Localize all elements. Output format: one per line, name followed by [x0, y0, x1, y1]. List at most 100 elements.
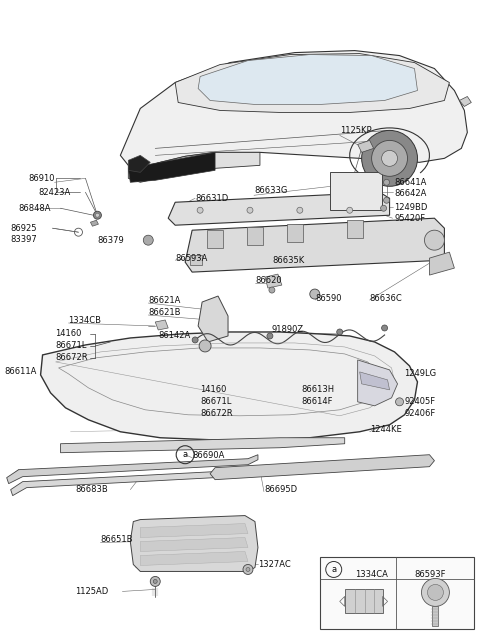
- Bar: [247, 227, 263, 245]
- Polygon shape: [128, 153, 260, 182]
- Polygon shape: [459, 97, 471, 106]
- Circle shape: [243, 565, 253, 574]
- Text: 86636C: 86636C: [370, 294, 402, 303]
- Text: 86641A: 86641A: [395, 178, 427, 187]
- Bar: [347, 221, 363, 238]
- Bar: [432, 606, 438, 626]
- Text: a: a: [331, 565, 336, 574]
- Text: 86631D: 86631D: [195, 194, 228, 203]
- Text: 86672R: 86672R: [56, 353, 88, 362]
- Text: 86613H: 86613H: [302, 385, 335, 394]
- Text: 1334CA: 1334CA: [355, 570, 387, 579]
- Text: 82423A: 82423A: [38, 188, 71, 197]
- Polygon shape: [120, 51, 468, 169]
- Polygon shape: [90, 221, 98, 226]
- Circle shape: [382, 151, 397, 166]
- Text: 86593A: 86593A: [175, 254, 207, 263]
- Circle shape: [144, 235, 153, 245]
- Polygon shape: [360, 372, 390, 390]
- Text: 92406F: 92406F: [405, 410, 436, 419]
- Polygon shape: [11, 465, 262, 495]
- Circle shape: [247, 207, 253, 213]
- Polygon shape: [140, 524, 248, 538]
- Circle shape: [336, 329, 343, 335]
- Polygon shape: [41, 332, 418, 440]
- Text: 86910: 86910: [29, 174, 55, 183]
- Bar: [320, 558, 474, 629]
- Text: 86848A: 86848A: [19, 204, 51, 213]
- Text: 86620: 86620: [255, 276, 282, 285]
- Circle shape: [267, 333, 273, 339]
- Text: 1125KP: 1125KP: [340, 126, 372, 135]
- Polygon shape: [60, 438, 345, 453]
- Polygon shape: [265, 274, 282, 288]
- Polygon shape: [168, 192, 390, 225]
- Text: 86593F: 86593F: [415, 570, 446, 579]
- Text: 86621B: 86621B: [148, 308, 181, 317]
- Circle shape: [153, 579, 157, 583]
- Polygon shape: [175, 54, 449, 112]
- Circle shape: [269, 287, 275, 293]
- Polygon shape: [430, 252, 455, 275]
- Polygon shape: [7, 454, 258, 484]
- Polygon shape: [185, 218, 444, 272]
- Polygon shape: [130, 515, 258, 572]
- Text: 86651B: 86651B: [100, 535, 133, 544]
- Polygon shape: [358, 360, 397, 406]
- Text: 86671L: 86671L: [200, 397, 231, 406]
- Circle shape: [372, 140, 408, 176]
- Text: 14160: 14160: [200, 385, 227, 394]
- Polygon shape: [128, 153, 215, 182]
- Text: 86621A: 86621A: [148, 296, 180, 304]
- Circle shape: [384, 179, 390, 185]
- Text: 86683B: 86683B: [75, 485, 108, 494]
- Text: a: a: [182, 450, 188, 459]
- Text: 86614F: 86614F: [302, 397, 333, 406]
- Circle shape: [424, 230, 444, 250]
- Circle shape: [381, 205, 386, 212]
- Circle shape: [310, 289, 320, 299]
- Text: 92405F: 92405F: [405, 397, 436, 406]
- Circle shape: [246, 567, 250, 572]
- Polygon shape: [358, 140, 373, 153]
- Text: 1244KE: 1244KE: [370, 425, 401, 434]
- Text: 1249LG: 1249LG: [405, 369, 437, 378]
- Circle shape: [96, 213, 99, 217]
- Text: 1249BD: 1249BD: [395, 203, 428, 212]
- Text: 14160: 14160: [56, 329, 82, 338]
- Circle shape: [428, 585, 444, 601]
- Polygon shape: [155, 320, 168, 330]
- Text: 86611A: 86611A: [5, 367, 37, 376]
- Circle shape: [382, 325, 387, 331]
- Text: 86635K: 86635K: [272, 256, 304, 265]
- Text: 86690A: 86690A: [192, 451, 225, 460]
- Circle shape: [361, 130, 418, 187]
- Text: 86590: 86590: [316, 294, 342, 303]
- Text: 86633G: 86633G: [254, 186, 288, 195]
- Circle shape: [421, 578, 449, 606]
- Circle shape: [199, 340, 211, 352]
- Polygon shape: [198, 296, 228, 342]
- Circle shape: [384, 197, 390, 203]
- Text: 91890Z: 91890Z: [272, 326, 304, 335]
- Text: 1125AD: 1125AD: [75, 587, 109, 596]
- Text: 86642A: 86642A: [395, 189, 427, 198]
- Bar: [345, 590, 383, 613]
- Bar: [287, 224, 303, 242]
- Polygon shape: [198, 54, 418, 104]
- Circle shape: [94, 212, 101, 219]
- Bar: [190, 255, 202, 265]
- Text: 86672R: 86672R: [200, 410, 233, 419]
- Text: 86695D: 86695D: [264, 485, 297, 494]
- Polygon shape: [128, 155, 150, 172]
- Text: 95420F: 95420F: [395, 213, 426, 222]
- Circle shape: [347, 207, 353, 213]
- Bar: [207, 230, 223, 248]
- Polygon shape: [140, 551, 248, 565]
- Polygon shape: [140, 538, 248, 551]
- Text: 83397: 83397: [11, 235, 37, 244]
- Text: 86379: 86379: [97, 236, 124, 245]
- Text: 86142A: 86142A: [158, 331, 191, 340]
- Text: 1334CB: 1334CB: [69, 315, 101, 324]
- Circle shape: [297, 207, 303, 213]
